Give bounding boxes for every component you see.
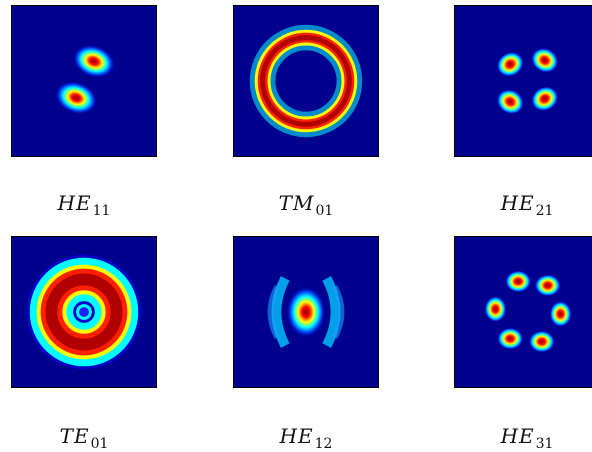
caption-tm01: TM01 (278, 191, 334, 219)
caption-he21: HE21 (500, 191, 554, 219)
mode-pattern-he21 (454, 5, 592, 157)
tm01-intensity-plot (249, 24, 363, 138)
he12-intensity-plot (267, 276, 345, 348)
mode-pattern-te01 (11, 236, 157, 388)
te01-intensity-plot (26, 254, 142, 370)
caption-te01: TE01 (59, 424, 109, 452)
mode-pattern-he12 (233, 236, 379, 388)
he31-intensity-plot (484, 270, 572, 353)
caption-he12: HE12 (279, 424, 333, 452)
caption-he31: HE31 (500, 424, 554, 452)
mode-pattern-he11 (11, 5, 157, 157)
caption-he11: HE11 (57, 191, 111, 219)
mode-pattern-he31 (454, 236, 592, 388)
he21-intensity-plot (496, 47, 559, 115)
mode-pattern-tm01 (233, 5, 379, 157)
he11-intensity-plot (55, 44, 115, 115)
